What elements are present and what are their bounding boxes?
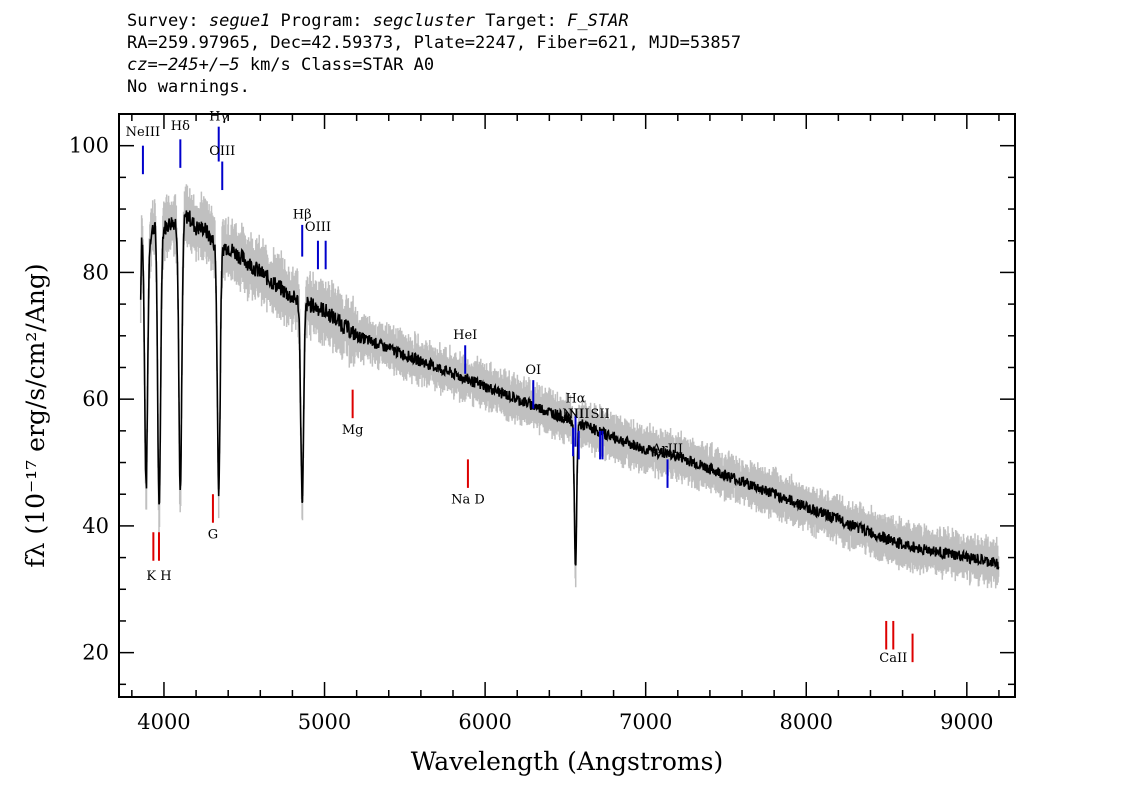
cz-value: cz=−245+/−5 xyxy=(127,55,240,75)
spectrum-header: Survey: segue1 Program: segcluster Targe… xyxy=(127,10,741,98)
emission-line-label: Hα xyxy=(565,391,585,406)
absorption-line-label: G xyxy=(208,528,218,543)
emission-line-label: Hβ xyxy=(293,208,312,223)
x-tick-label: 9000 xyxy=(940,710,993,734)
emission-line-label: SII xyxy=(590,407,609,422)
emission-line-label: NeIII xyxy=(126,125,160,140)
plot-frame xyxy=(118,113,1016,698)
emission-line-label: Hγ xyxy=(209,109,228,124)
program-name: segcluster xyxy=(372,11,476,31)
header-line-2: RA=259.97965, Dec=42.59373, Plate=2247, … xyxy=(127,33,742,53)
header-line-1: Survey: segue1 Program: segcluster Targe… xyxy=(127,10,741,32)
error-band-layer xyxy=(139,184,1000,589)
survey-prefix: Survey: xyxy=(127,11,209,31)
absorption-line-label: CaII xyxy=(879,651,907,666)
error-band xyxy=(139,184,1000,589)
y-axis-title: fλ (10⁻¹⁷ erg/s/cm²/Ang) xyxy=(21,263,50,567)
target-name: F_STAR xyxy=(567,11,629,31)
y-tick-label: 60 xyxy=(82,387,109,411)
emission-line-label: ArIII xyxy=(651,442,683,457)
x-axis-title: Wavelength (Angstroms) xyxy=(411,747,723,776)
class-info: km/s Class=STAR A0 xyxy=(239,55,435,75)
absorption-line-label: K H xyxy=(146,569,171,584)
target-prefix: Target: xyxy=(475,11,568,31)
emission-line-label: OIII xyxy=(305,220,331,235)
x-tick-label: 4000 xyxy=(137,710,190,734)
axis-ticks: 4000 5000 6000 7000 8000 9000 20 40 60 80 100 xyxy=(69,113,1015,734)
x-tick-label: 7000 xyxy=(619,710,672,734)
x-tick-label: 5000 xyxy=(298,710,351,734)
spectrum-layer xyxy=(139,210,1000,570)
y-tick-label: 40 xyxy=(82,514,109,538)
emission-line-label: NII xyxy=(562,407,584,422)
spectrum-line xyxy=(139,210,1000,570)
survey-name: segue1 xyxy=(208,11,271,31)
header-line-3: cz=−245+/−5 km/s Class=STAR A0 xyxy=(127,54,741,76)
emission-line-label: Hδ xyxy=(171,119,190,134)
emission-line-label: OI xyxy=(525,363,541,378)
y-tick-label: 100 xyxy=(69,134,109,158)
emission-line-label: OIII xyxy=(209,144,235,159)
y-tick-label: 80 xyxy=(82,260,109,284)
program-prefix: Program: xyxy=(270,11,373,31)
absorption-line-label: Mg xyxy=(342,423,364,438)
x-tick-label: 8000 xyxy=(780,710,833,734)
emission-line-label: NII xyxy=(568,407,590,422)
absorption-line-label: Na D xyxy=(451,493,485,508)
emission-line-label: HeI xyxy=(453,328,477,343)
header-line-4: No warnings. xyxy=(127,77,250,97)
y-tick-label: 20 xyxy=(82,641,109,665)
x-tick-label: 6000 xyxy=(458,710,511,734)
